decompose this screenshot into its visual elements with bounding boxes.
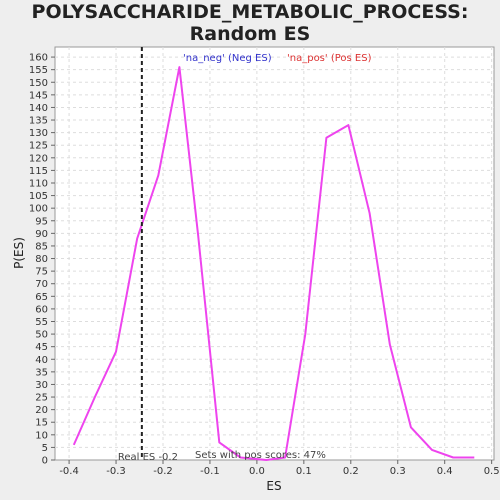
x-tick-label: -0.4 — [59, 466, 79, 477]
x-tick-label: -0.3 — [106, 466, 126, 477]
y-tick-label: 50 — [35, 330, 48, 341]
y-tick-label: 10 — [35, 430, 48, 441]
pos-scores-footnote: Sets with pos scores: 47% — [195, 450, 326, 461]
y-tick-label: 90 — [35, 229, 48, 240]
x-tick-label: 0.1 — [296, 466, 312, 477]
plot-area — [54, 46, 495, 461]
y-tick-label: 70 — [35, 279, 48, 290]
y-tick-label: 155 — [29, 65, 48, 76]
y-tick-label: 35 — [35, 367, 48, 378]
y-tick-label: 0 — [42, 456, 48, 467]
y-tick-label: 30 — [35, 380, 48, 391]
grid-lines — [55, 47, 494, 460]
y-tick-label: 55 — [35, 317, 48, 328]
y-tick-label: 95 — [35, 216, 48, 227]
x-tick-label: 0.5 — [484, 466, 500, 477]
x-tick-label: 0.4 — [437, 466, 453, 477]
y-tick-label: 100 — [29, 204, 48, 215]
y-tick-label: 150 — [29, 78, 48, 89]
x-tick-label: -0.2 — [153, 466, 173, 477]
chart-title-line-1: POLYSACCHARIDE_METABOLIC_PROCESS: Random… — [31, 1, 469, 45]
y-tick-label: 140 — [29, 103, 48, 114]
y-tick-label: 65 — [35, 292, 48, 303]
y-tick-label: 15 — [35, 418, 48, 429]
y-tick-label: 75 — [35, 267, 48, 278]
y-tick-label: 160 — [29, 53, 48, 64]
x-axis-ticks: -0.4 -0.3 -0.2 -0.1 0.0 0.1 0.2 0.3 0.4 0.5 — [59, 460, 500, 477]
legend-pos-es: 'na_pos' (Pos ES) — [287, 53, 372, 64]
series-group — [72, 66, 475, 461]
es-distribution-line — [72, 66, 475, 461]
y-tick-label: 135 — [29, 116, 48, 127]
y-tick-label: 125 — [29, 141, 48, 152]
y-tick-label: 120 — [29, 153, 48, 164]
x-tick-label: -0.1 — [200, 466, 220, 477]
y-tick-label: 145 — [29, 90, 48, 101]
y-tick-label: 110 — [29, 178, 48, 189]
y-tick-label: 5 — [42, 443, 48, 454]
y-axis-title: P(ES) — [12, 237, 26, 269]
real-es-label: Real ES -0.2 — [118, 452, 178, 463]
x-tick-label: 0.0 — [249, 466, 265, 477]
y-tick-label: 85 — [35, 241, 48, 252]
y-tick-label: 45 — [35, 342, 48, 353]
y-tick-label: 105 — [29, 191, 48, 202]
y-tick-label: 25 — [35, 393, 48, 404]
y-tick-label: 115 — [29, 166, 48, 177]
y-tick-label: 60 — [35, 304, 48, 315]
y-tick-label: 20 — [35, 405, 48, 416]
legend-neg-es: 'na_neg' (Neg ES) — [183, 53, 272, 64]
y-tick-label: 80 — [35, 254, 48, 265]
y-tick-label: 130 — [29, 128, 48, 139]
y-tick-label: 40 — [35, 355, 48, 366]
x-tick-label: 0.2 — [343, 466, 359, 477]
y-axis-ticks: 0510152025303540455055606570758085909510… — [29, 53, 55, 467]
x-tick-label: 0.3 — [390, 466, 406, 477]
x-axis-title: ES — [266, 479, 281, 493]
real-es-group: Real ES -0.2 — [118, 47, 178, 463]
